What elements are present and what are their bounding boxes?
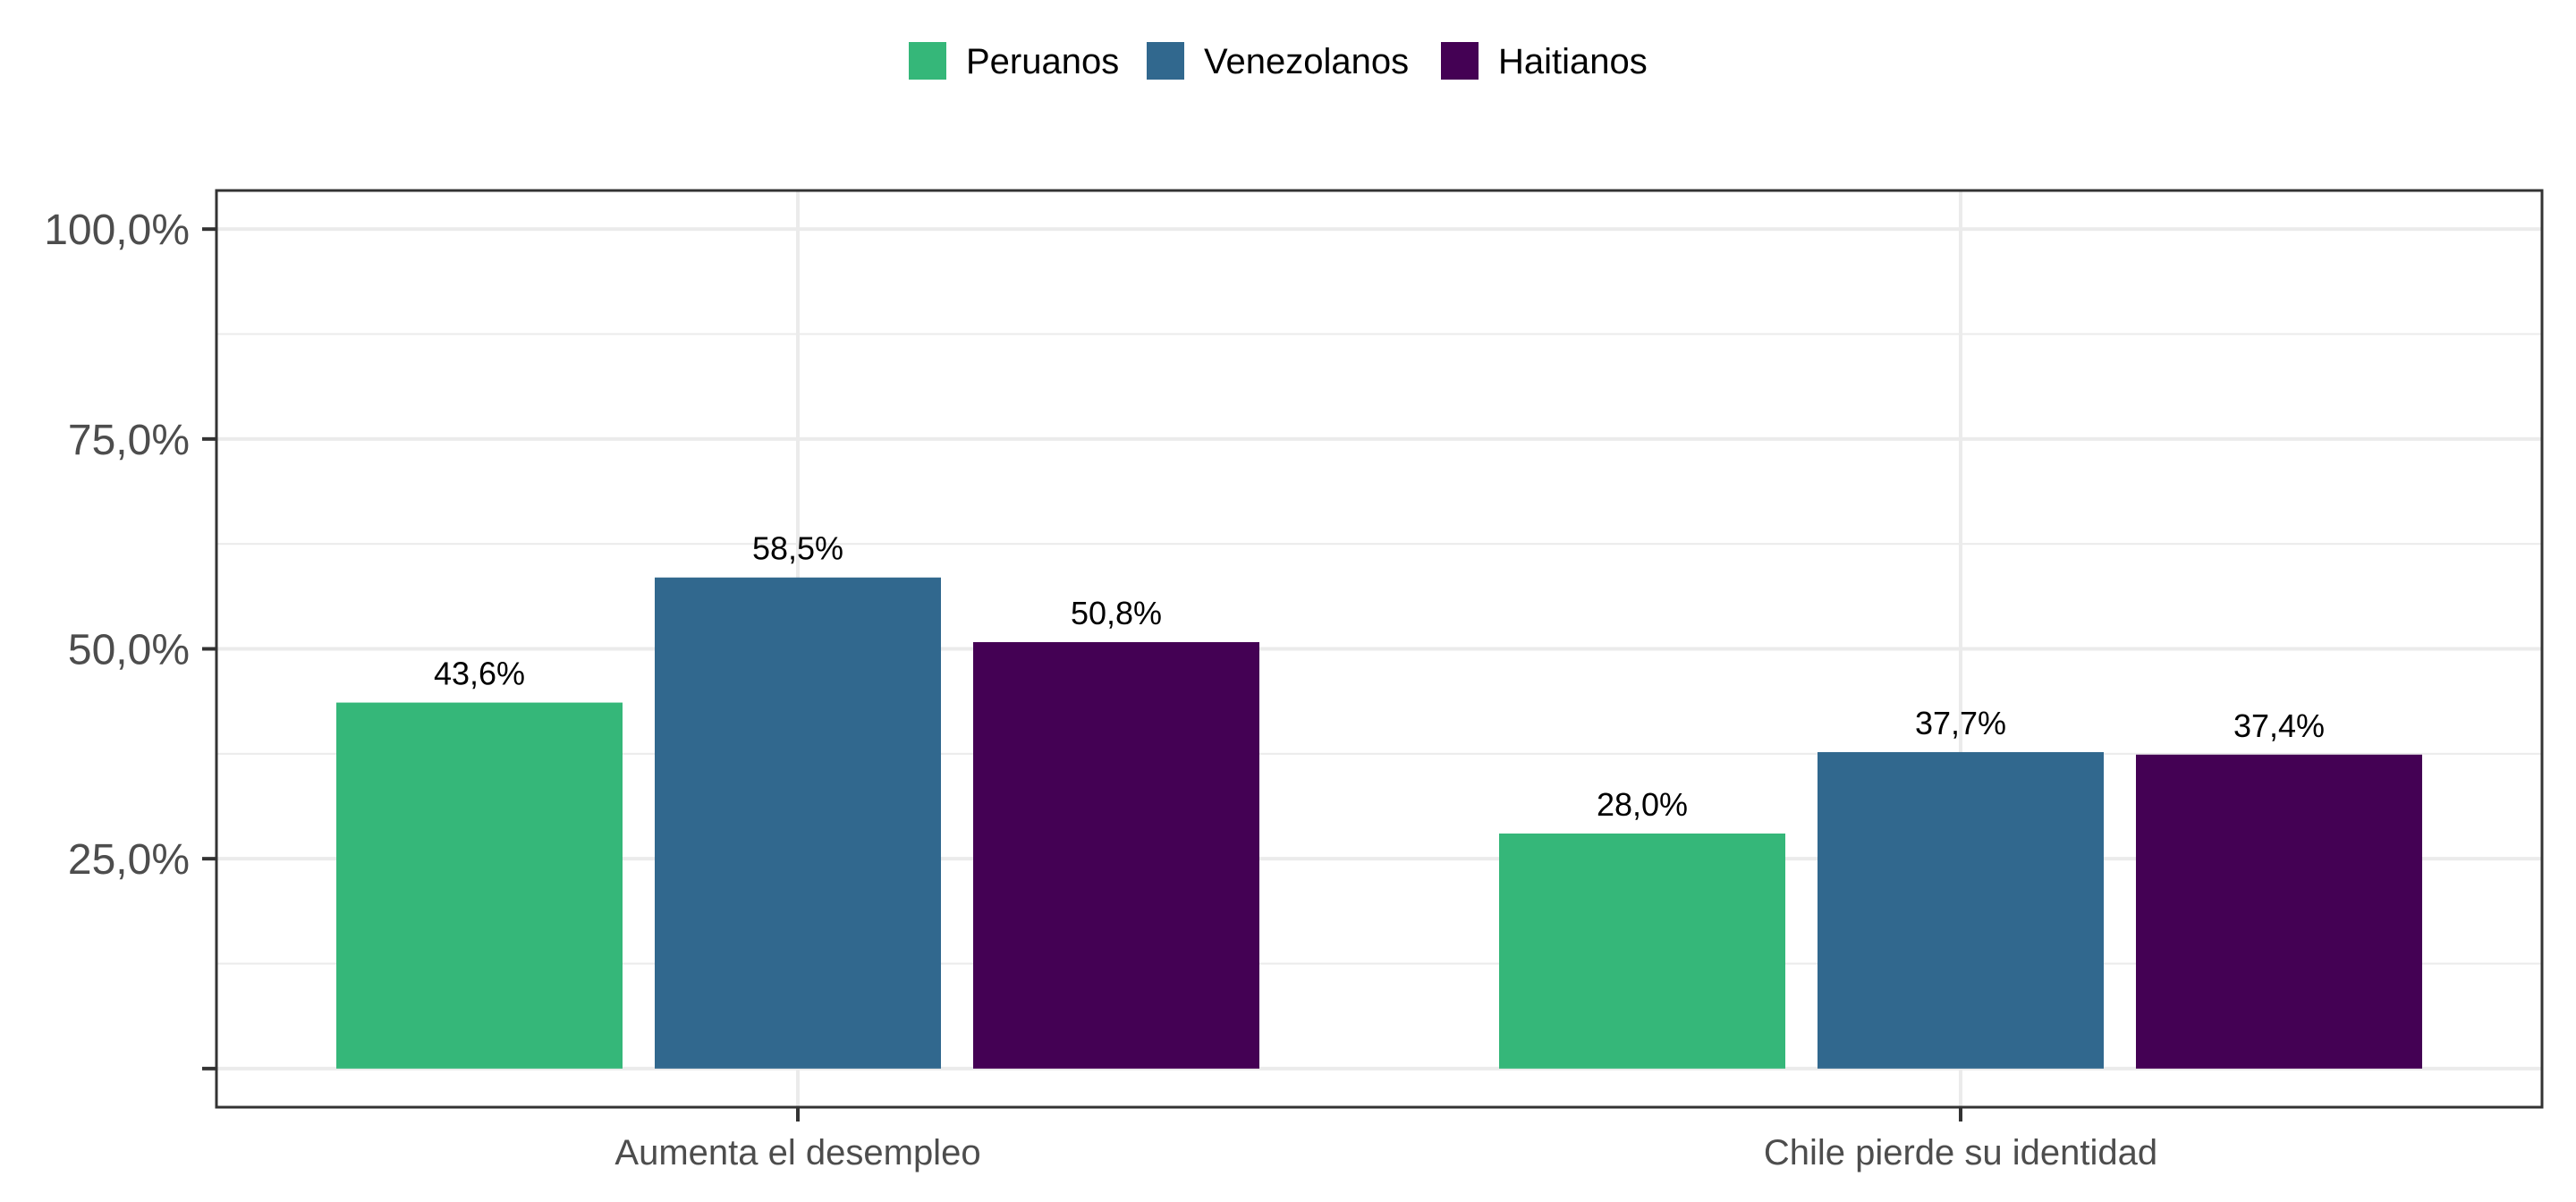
y-axis: 25,0% 50,0% 75,0% 100,0% — [44, 207, 216, 1071]
x-tick-label: Chile pierde su identidad — [1764, 1133, 2157, 1172]
data-label: 58,5% — [752, 530, 843, 567]
bar-venezolanos-2 — [1818, 751, 2104, 1069]
bar-peruanos-2 — [1499, 834, 1785, 1069]
legend-label: Peruanos — [966, 42, 1119, 81]
bars — [336, 577, 2422, 1069]
legend-key — [909, 42, 946, 80]
legend-label: Venezolanos — [1204, 42, 1409, 81]
y-tick-label: 25,0% — [68, 836, 190, 884]
legend-item-venezolanos: Venezolanos — [1147, 42, 1409, 81]
x-axis: Aumenta el desempleo Chile pierde su iden… — [614, 1107, 2157, 1172]
data-label: 37,4% — [2233, 707, 2325, 744]
bar-haitianos-2 — [2136, 754, 2422, 1069]
bar-venezolanos-1 — [655, 577, 941, 1069]
data-label: 28,0% — [1597, 786, 1688, 823]
legend-item-peruanos: Peruanos — [909, 42, 1119, 81]
bar-haitianos-1 — [973, 641, 1259, 1069]
y-tick-label: 75,0% — [68, 417, 190, 464]
data-label: 43,6% — [434, 656, 525, 692]
data-label: 50,8% — [1071, 595, 1162, 631]
legend-item-haitianos: Haitianos — [1441, 42, 1648, 81]
bar-peruanos-1 — [336, 702, 623, 1069]
y-tick-label: 100,0% — [44, 207, 190, 254]
data-labels: 43,6% 58,5% 50,8% 28,0% 37,7% 37,4% — [434, 530, 2325, 823]
x-tick-label: Aumenta el desempleo — [614, 1133, 980, 1172]
legend-key — [1441, 42, 1479, 80]
legend: Peruanos Venezolanos Haitianos — [909, 42, 1648, 81]
data-label: 37,7% — [1915, 705, 2006, 741]
legend-key — [1147, 42, 1184, 80]
legend-label: Haitianos — [1498, 42, 1648, 81]
y-tick-label: 50,0% — [68, 627, 190, 674]
